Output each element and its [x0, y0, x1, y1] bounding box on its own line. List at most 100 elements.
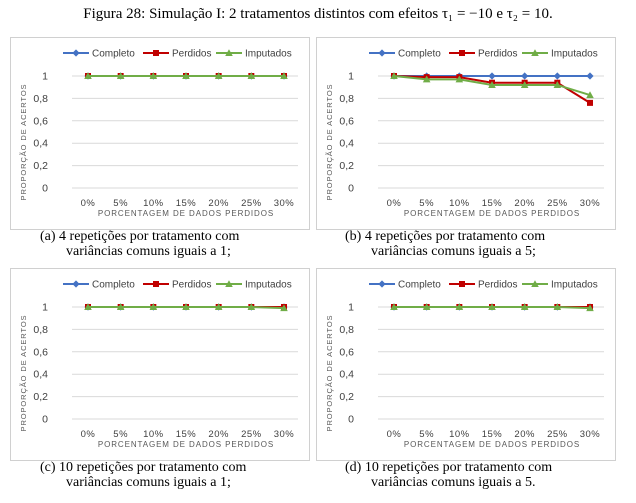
point-b-completo-4	[521, 72, 529, 80]
legend-marker-c-1	[153, 281, 159, 287]
line-chart-b: 00,20,40,60,810% 5% 10% 15% 20% 25% 30%PORCENT…	[325, 49, 604, 218]
x-axis-title-c: PORCENTAGEM DE DADOS PERDIDOS	[98, 440, 274, 449]
x-tick-label-c-5: 25%	[241, 429, 262, 440]
y-tick-label-b-1: 0,2	[339, 160, 354, 172]
point-a-imputados-3	[182, 72, 190, 80]
legend-label-a-0: Completo	[92, 49, 135, 60]
point-b-completo-5	[553, 72, 561, 80]
y-tick-label-a-4: 0,8	[33, 93, 48, 105]
point-a-imputados-6	[280, 72, 288, 80]
point-b-imputados-2	[455, 75, 464, 83]
y-axis-title-c: PROPORÇÃO DE ACERTOS	[19, 315, 28, 432]
point-c-imputados-0	[84, 303, 92, 311]
x-tick-label-d-1: 5%	[419, 429, 434, 440]
point-d-imputados-3	[488, 303, 496, 311]
x-tick-label-d-3: 15%	[482, 429, 503, 440]
caption-b-line1: (b) 4 repetições por tratamento com	[345, 229, 546, 244]
x-tick-label-d-2: 10%	[449, 429, 470, 440]
legend-marker-d-1	[459, 281, 465, 287]
line-chart-a: 00,20,40,60,810% 5% 10% 15% 20% 25% 30%PORCENT…	[19, 49, 298, 218]
y-tick-label-b-0: 0	[348, 183, 354, 195]
point-d-imputados-4	[520, 303, 529, 311]
caption-a: (a) 4 repetições por tratamento com vari…	[40, 229, 340, 259]
point-c-imputados-3	[182, 303, 190, 311]
point-b-imputados-1	[422, 75, 431, 83]
legend-marker-a-2	[225, 49, 233, 57]
legend-marker-b-2	[531, 49, 539, 57]
point-b-completo-6	[586, 72, 594, 80]
x-axis-title-a: PORCENTAGEM DE DADOS PERDIDOS	[98, 209, 274, 218]
y-tick-label-d-0: 0	[348, 414, 354, 426]
x-axis-title-d: PORCENTAGEM DE DADOS PERDIDOS	[404, 440, 580, 449]
point-a-imputados-4	[214, 72, 223, 80]
point-b-imputados-6	[586, 91, 594, 99]
legend-label-b-1: Perdidos	[478, 49, 517, 60]
legend-label-b-2: Imputados	[551, 49, 598, 60]
point-c-imputados-1	[116, 303, 125, 311]
line-chart-d: 00,20,40,60,810% 5% 10% 15% 20% 25% 30%PORCENT…	[325, 280, 604, 449]
caption-d-line2: variâncias comuns iguais a 5.	[371, 475, 536, 490]
y-tick-label-b-4: 0,8	[339, 93, 354, 105]
chart-panel-c: 0 0,2 0,4 0,6 0,8 1 0% 5% 10% 15% 20% 25% 30% PORCENT…	[10, 268, 310, 461]
y-tick-label-d-1: 0,2	[339, 391, 354, 403]
y-tick-label-c-0: 0	[42, 414, 48, 426]
point-b-imputados-4	[520, 81, 529, 88]
point-b-imputados-5	[553, 81, 562, 88]
x-tick-label-a-3: 15%	[176, 198, 197, 209]
chart-panel-a: 0 0,2 0,4 0,6 0,8 1 0% 5% 10% 15% 20% 25% 30% PORCENT…	[10, 37, 310, 230]
legend-marker-b-0	[378, 49, 386, 57]
legend-label-c-2: Imputados	[245, 280, 292, 291]
point-b-perdidos-6	[587, 99, 593, 106]
y-tick-label-c-4: 0,8	[33, 324, 48, 336]
y-tick-label-b-3: 0,6	[339, 115, 354, 127]
y-tick-label-d-5: 1	[348, 302, 354, 314]
point-c-imputados-2	[149, 303, 158, 311]
y-tick-label-d-3: 0,6	[339, 346, 354, 358]
legend-marker-c-2	[225, 280, 233, 288]
x-tick-label-a-5: 25%	[241, 198, 262, 209]
x-axis-title-b: PORCENTAGEM DE DADOS PERDIDOS	[404, 209, 580, 218]
legend-marker-b-1	[459, 50, 465, 56]
legend-label-c-1: Perdidos	[172, 280, 211, 291]
x-tick-label-c-6: 30%	[274, 429, 295, 440]
point-d-imputados-0	[390, 303, 398, 311]
y-axis-title-a: PROPORÇÃO DE ACERTOS	[19, 84, 28, 201]
point-b-imputados-0	[390, 72, 398, 80]
x-tick-label-b-4: 20%	[514, 198, 535, 209]
y-tick-label-a-5: 1	[42, 71, 48, 83]
legend-label-d-0: Completo	[398, 280, 441, 291]
y-tick-label-c-1: 0,2	[33, 391, 48, 403]
x-tick-label-b-3: 15%	[482, 198, 503, 209]
caption-d-line1: (d) 10 repetições por tratamento com	[345, 460, 553, 475]
legend-marker-a-0	[72, 49, 80, 57]
x-tick-label-b-0: 0%	[387, 198, 402, 209]
x-tick-label-b-2: 10%	[449, 198, 470, 209]
x-tick-label-b-5: 25%	[547, 198, 568, 209]
point-a-imputados-1	[116, 72, 125, 80]
y-tick-label-c-3: 0,6	[33, 346, 48, 358]
point-d-imputados-5	[553, 303, 562, 311]
point-d-imputados-2	[455, 303, 464, 311]
legend-marker-c-0	[72, 280, 80, 288]
x-tick-label-d-6: 30%	[580, 429, 601, 440]
y-axis-title-d: PROPORÇÃO DE ACERTOS	[325, 315, 334, 432]
chart-panel-b: 0 0,2 0,4 0,6 0,8 1 0% 5% 10% 15% 20% 25% 30% PORCENT…	[316, 37, 616, 230]
x-tick-label-c-0: 0%	[81, 429, 96, 440]
y-tick-label-b-2: 0,4	[339, 138, 354, 150]
caption-c-line2: variâncias comuns iguais a 1;	[66, 475, 231, 490]
y-tick-label-d-4: 0,8	[339, 324, 354, 336]
legend-label-c-0: Completo	[92, 280, 135, 291]
legend-label-a-1: Perdidos	[172, 49, 211, 60]
caption-b: (b) 4 repetições por tratamento com vari…	[345, 229, 636, 259]
point-b-completo-3	[488, 72, 496, 80]
x-tick-label-c-2: 10%	[143, 429, 164, 440]
x-tick-label-a-1: 5%	[113, 198, 128, 209]
point-c-imputados-6	[280, 304, 288, 312]
x-tick-label-d-0: 0%	[387, 429, 402, 440]
point-a-imputados-2	[149, 72, 158, 80]
legend-marker-d-2	[531, 280, 539, 288]
x-tick-label-a-4: 20%	[208, 198, 229, 209]
x-tick-label-d-4: 20%	[514, 429, 535, 440]
x-tick-label-b-1: 5%	[419, 198, 434, 209]
point-a-imputados-0	[84, 72, 92, 80]
